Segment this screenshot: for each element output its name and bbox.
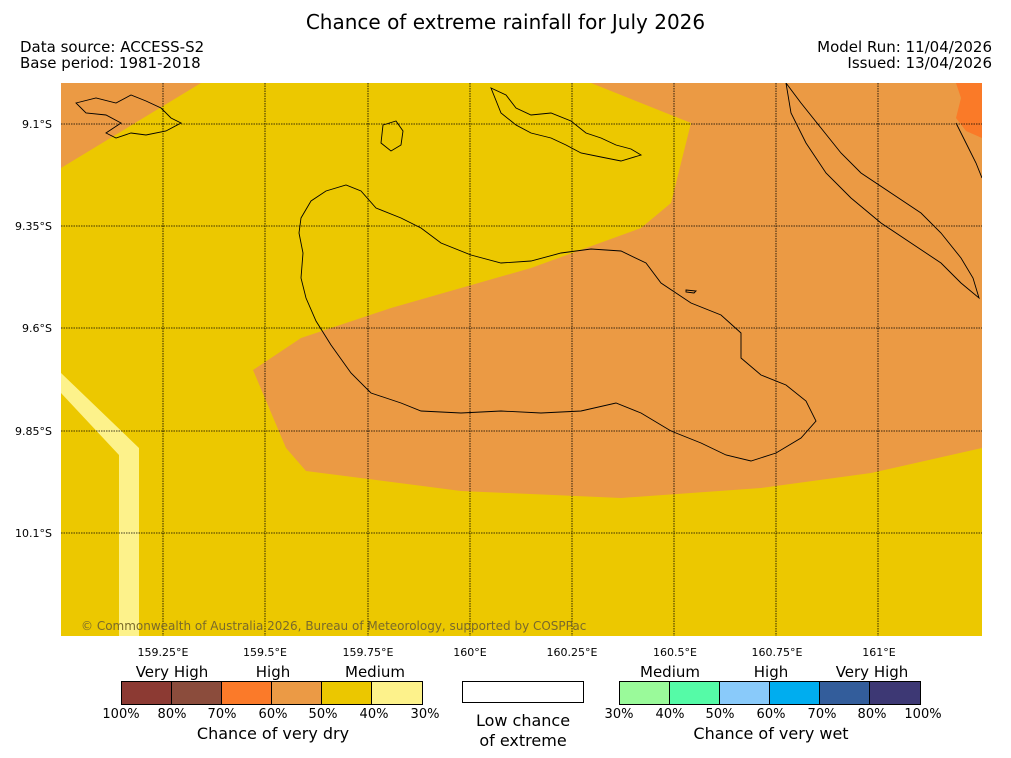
lon-label: 159.25°E: [137, 646, 189, 659]
model-run: Model Run: 11/04/2026: [817, 38, 992, 56]
run-info: Model Run: 11/04/2026 Issued: 13/04/2026: [817, 39, 992, 71]
dry-swatch: [122, 682, 172, 704]
lat-label: 9.1°S: [22, 118, 52, 131]
low-chance-line2: of extreme: [479, 731, 567, 750]
high-dry-region-top: [61, 83, 201, 168]
wet-tick: 100%: [904, 707, 942, 722]
wet-swatch: [720, 682, 770, 704]
malaita-east: [955, 122, 982, 179]
wet-colorbar: [619, 681, 921, 705]
dry-colorbar: [121, 681, 423, 705]
high-dry-region-main: [253, 83, 982, 498]
wet-tick: 40%: [655, 707, 685, 722]
dry-caption: Chance of very dry: [196, 724, 350, 743]
low-dry-strip: [61, 373, 139, 636]
low-chance-label: Low chance of extreme: [476, 711, 570, 751]
dry-category-very-high: Very High: [135, 663, 209, 681]
russell-islands: [75, 94, 182, 139]
small-island: [685, 289, 697, 294]
wet-category-very-high: Very High: [835, 663, 909, 681]
wet-swatch: [770, 682, 820, 704]
dry-swatch: [172, 682, 222, 704]
source-info: Data source: ACCESS-S2 Base period: 1981…: [20, 39, 204, 71]
coastlines: [75, 83, 982, 462]
guadalcanal-coast: [298, 184, 817, 462]
wet-tick: 50%: [705, 707, 735, 722]
base-period: Base period: 1981-2018: [20, 54, 201, 72]
wet-category-high: High: [753, 663, 789, 681]
lon-label: 160.75°E: [751, 646, 803, 659]
data-source: Data source: ACCESS-S2: [20, 38, 205, 56]
low-chance-line1: Low chance: [475, 711, 571, 730]
dry-tick: 80%: [157, 707, 187, 722]
graticule: [61, 83, 982, 636]
lon-label: 160.5°E: [653, 646, 697, 659]
copyright-notice: © Commonwealth of Australia 2026, Bureau…: [81, 619, 587, 633]
lon-label: 160°E: [453, 646, 487, 659]
wet-caption: Chance of very wet: [693, 724, 849, 743]
wet-swatch: [870, 682, 920, 704]
low-chance-swatch: [462, 681, 584, 703]
lon-label: 159.5°E: [243, 646, 287, 659]
wet-swatch: [670, 682, 720, 704]
dry-swatch: [372, 682, 422, 704]
wet-tick: 80%: [857, 707, 887, 722]
wet-tick: 60%: [756, 707, 786, 722]
rainfall-map: [61, 83, 982, 636]
malaita-coast: [785, 83, 980, 300]
wet-swatch: [820, 682, 870, 704]
wet-category-medium: Medium: [640, 663, 700, 681]
lat-label: 10.1°S: [15, 527, 52, 540]
wet-tick: 70%: [807, 707, 837, 722]
lat-label: 9.35°S: [15, 220, 52, 233]
dry-swatch: [322, 682, 372, 704]
lat-label: 9.6°S: [22, 322, 52, 335]
chart-title: Chance of extreme rainfall for July 2026: [305, 10, 706, 34]
dry-category-high: High: [255, 663, 291, 681]
dry-tick: 30%: [410, 707, 440, 722]
dry-tick: 40%: [359, 707, 389, 722]
lon-label: 161°E: [862, 646, 896, 659]
dry-category-medium: Medium: [345, 663, 405, 681]
lat-label: 9.85°S: [15, 425, 52, 438]
dry-swatch: [222, 682, 272, 704]
dry-tick: 100%: [102, 707, 140, 722]
savo-island: [380, 120, 404, 152]
issued-date: Issued: 13/04/2026: [847, 54, 992, 72]
dry-tick: 50%: [308, 707, 338, 722]
florida-islands: [490, 87, 643, 162]
map-svg: [61, 83, 982, 636]
wet-tick: 30%: [604, 707, 634, 722]
lon-label: 160.25°E: [546, 646, 598, 659]
wet-swatch: [620, 682, 670, 704]
dry-tick: 60%: [258, 707, 288, 722]
lon-label: 159.75°E: [342, 646, 394, 659]
dry-tick: 70%: [207, 707, 237, 722]
dry-swatch: [272, 682, 322, 704]
